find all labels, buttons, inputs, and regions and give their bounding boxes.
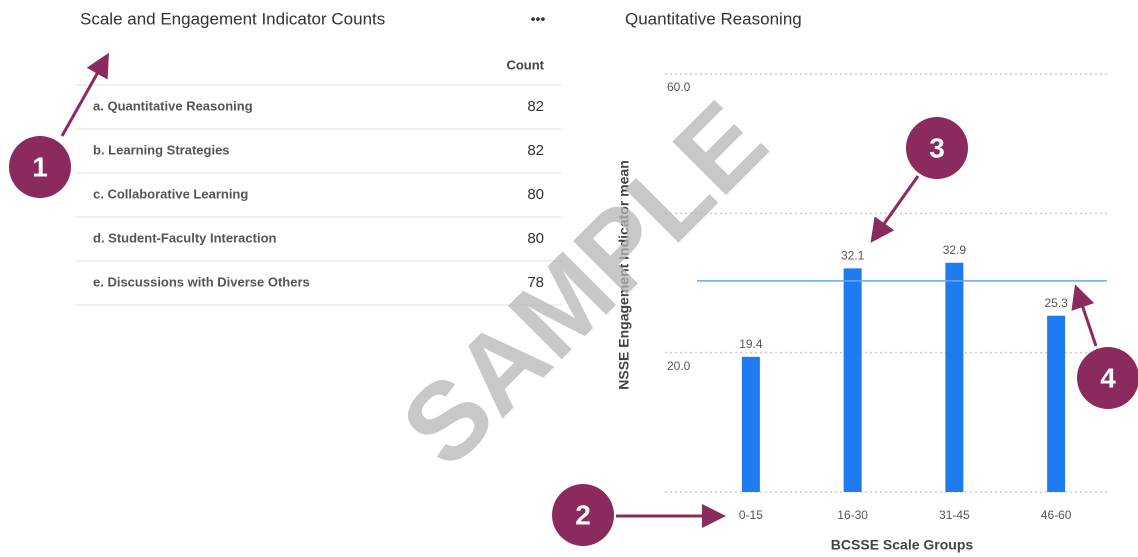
chart-title: Quantitative Reasoning <box>625 9 802 28</box>
annotation-number: 2 <box>575 499 591 530</box>
x-tick-label: 31-45 <box>939 508 970 522</box>
bar <box>843 268 862 492</box>
annotation-badge <box>552 484 614 546</box>
annotations: 1 2 3 4 <box>9 52 1138 546</box>
x-tick-label: 46-60 <box>1041 508 1072 522</box>
row-count: 80 <box>527 230 544 247</box>
menu-button[interactable]: ••• <box>531 11 546 27</box>
x-tick-label: 0-15 <box>739 508 763 522</box>
value-label: 25.3 <box>1044 296 1068 310</box>
y-axis-title: NSSE Engagement Indicator mean <box>616 160 632 390</box>
annotation-number: 4 <box>1100 362 1116 393</box>
annotation-badge <box>1077 347 1138 409</box>
value-label: 32.1 <box>841 249 865 263</box>
row-count: 82 <box>527 142 544 159</box>
row-count: 78 <box>527 274 544 291</box>
row-count: 82 <box>527 98 544 115</box>
y-tick-label: 60.0 <box>667 80 691 94</box>
row-label: c. Collaborative Learning <box>93 186 248 201</box>
annotation-number: 3 <box>929 132 945 163</box>
value-label: 19.4 <box>739 337 763 351</box>
x-axis-title: BCSSE Scale Groups <box>831 537 974 553</box>
row-label: d. Student-Faculty Interaction <box>93 230 277 245</box>
annotation-number: 1 <box>32 151 48 182</box>
arrow <box>870 175 920 243</box>
annotation-badge <box>906 117 968 179</box>
annotation-badge <box>9 136 71 198</box>
row-label: b. Learning Strategies <box>93 142 230 157</box>
arrow <box>60 52 109 137</box>
row-label: a. Quantitative Reasoning <box>93 98 253 113</box>
bar <box>1047 315 1066 492</box>
arrow <box>1071 284 1098 347</box>
row-label: e. Discussions with Diverse Others <box>93 274 310 289</box>
value-label: 32.9 <box>943 243 967 257</box>
y-tick-label: 20.0 <box>667 359 691 373</box>
x-tick-label: 16-30 <box>837 508 868 522</box>
row-count: 80 <box>527 186 544 203</box>
table-title: Scale and Engagement Indicator Counts <box>80 9 385 28</box>
watermark: SAMPLE <box>378 78 789 489</box>
bar <box>741 356 760 492</box>
bar <box>945 262 964 492</box>
column-header: Count <box>506 57 544 72</box>
